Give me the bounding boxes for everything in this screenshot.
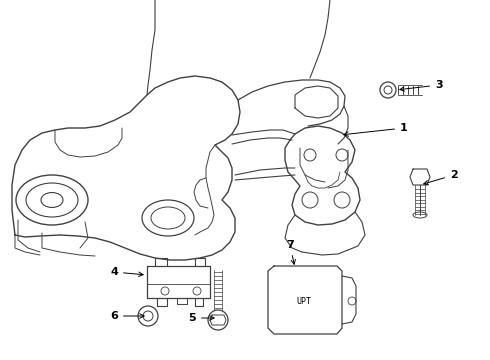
Text: 7: 7 <box>286 240 295 264</box>
Text: 1: 1 <box>344 123 408 136</box>
Text: 6: 6 <box>110 311 144 321</box>
Text: 4: 4 <box>110 267 143 277</box>
Text: 2: 2 <box>424 170 458 185</box>
Text: 5: 5 <box>188 313 214 323</box>
Text: UPT: UPT <box>296 297 312 306</box>
Text: 3: 3 <box>400 80 442 91</box>
